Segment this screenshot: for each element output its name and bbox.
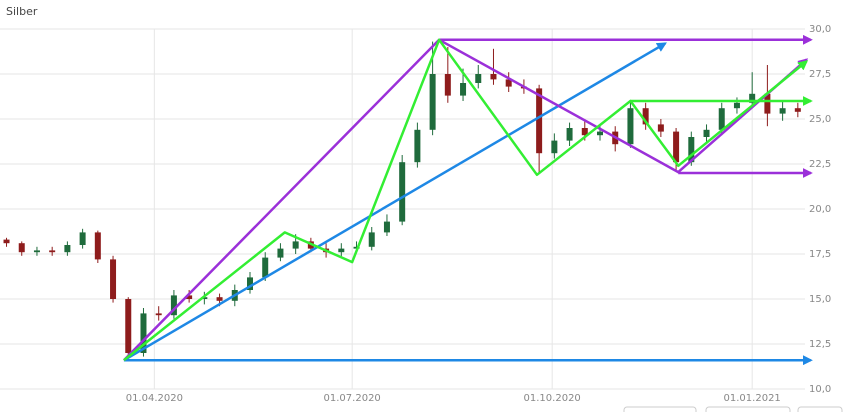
candle-body <box>566 128 573 141</box>
candle-body <box>414 129 421 163</box>
candle-body <box>338 248 345 253</box>
candle-body <box>749 93 756 103</box>
candle-body <box>733 102 740 109</box>
candle-body <box>597 131 603 136</box>
y-tick-label: 15,0 <box>809 294 831 305</box>
candle-body <box>140 313 147 353</box>
y-tick-label: 20,0 <box>809 204 831 215</box>
candle-body <box>642 108 649 125</box>
y-tick-label: 22,5 <box>809 159 831 170</box>
candle-body <box>581 128 588 136</box>
candle-body <box>49 250 56 253</box>
candle-body <box>33 250 40 253</box>
candle-body <box>657 124 664 132</box>
trend-line <box>123 38 809 362</box>
candle-body <box>505 79 512 87</box>
candle-body <box>201 297 208 299</box>
y-tick-label: 30,0 <box>809 24 831 35</box>
candle-body <box>368 232 375 247</box>
candle-body <box>125 299 132 353</box>
candle-body <box>247 277 253 290</box>
candle-body <box>292 241 299 249</box>
candle-body <box>490 74 497 80</box>
x-tick-label: 01.07.2020 <box>324 393 381 404</box>
trend-line <box>123 38 809 362</box>
candle-body <box>536 88 543 154</box>
candle-body <box>779 108 786 114</box>
candle-body <box>475 74 482 83</box>
candle-body <box>170 295 177 316</box>
y-tick-label: 27,5 <box>809 69 831 80</box>
button[interactable] <box>705 406 791 412</box>
x-tick-label: 01.10.2020 <box>524 393 581 404</box>
x-tick-label: 01.04.2020 <box>126 393 183 404</box>
grid: 10,0 12,5 15,0 17,5 20,0 22,5 25,0 27,5 30,0 01.0… <box>0 24 831 404</box>
candle-body <box>383 221 390 233</box>
candle-body <box>399 162 406 222</box>
candle-body <box>551 140 558 154</box>
candle-body <box>64 245 71 253</box>
candle-body <box>186 295 193 299</box>
candle-body <box>764 93 771 114</box>
candle-body <box>110 259 117 299</box>
candle-body <box>94 232 101 260</box>
candle-body <box>460 83 467 96</box>
button[interactable] <box>623 406 697 412</box>
candle-body <box>277 248 284 258</box>
plot <box>3 41 801 359</box>
candle-body <box>703 129 710 137</box>
button[interactable] <box>797 406 843 412</box>
candle-body <box>718 108 725 130</box>
candle-body <box>794 108 801 112</box>
chart-title: Silber <box>6 5 38 18</box>
x-tick-label: 01.01.2021 <box>724 393 781 404</box>
candle-body <box>429 74 436 130</box>
candle-body <box>216 297 223 301</box>
y-tick-label: 25,0 <box>809 114 831 125</box>
candle-body <box>688 137 695 163</box>
y-tick-label: 12,5 <box>809 339 831 350</box>
candle-body <box>262 257 269 278</box>
candle-body <box>79 232 86 245</box>
candle-body <box>18 243 25 253</box>
candle-body <box>627 108 634 145</box>
candle-body <box>155 313 162 316</box>
y-tick-label: 17,5 <box>809 249 831 260</box>
candle-body <box>3 239 10 244</box>
candle-body <box>444 74 451 96</box>
trend-line <box>123 42 667 362</box>
candle-body <box>673 131 680 163</box>
y-tick-label: 10,0 <box>809 384 831 395</box>
trend-lines <box>123 34 813 366</box>
